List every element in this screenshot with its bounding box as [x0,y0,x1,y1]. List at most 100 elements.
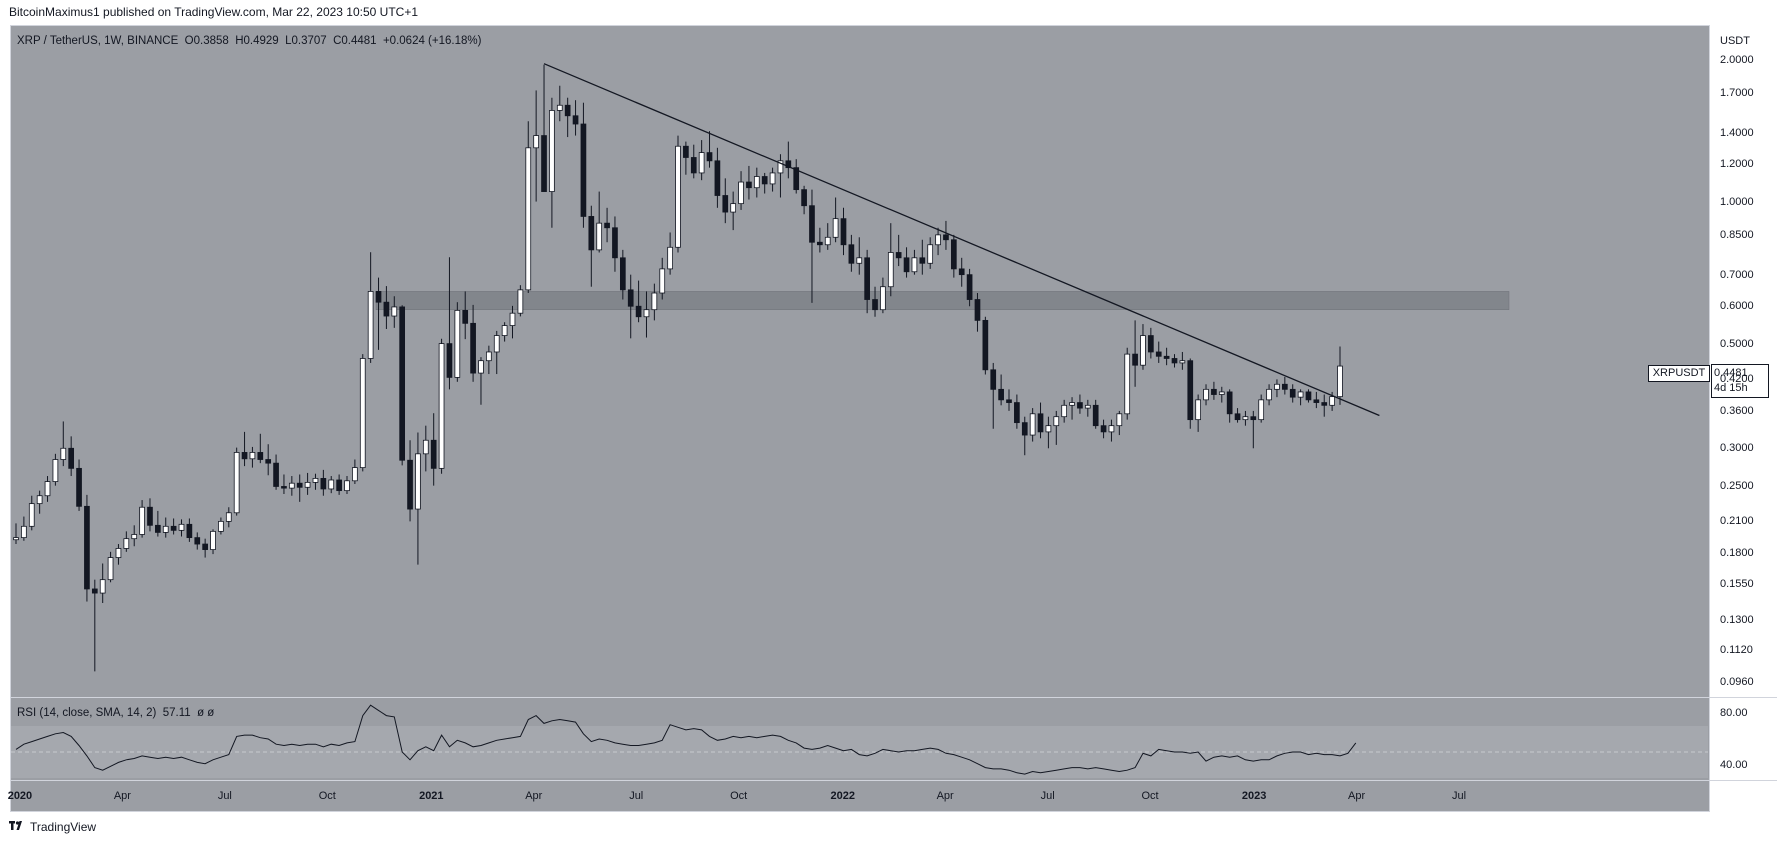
candle [722,195,729,213]
candle [218,520,224,532]
candle [596,222,603,251]
time-tick: Oct [318,790,336,802]
pane-separator[interactable] [10,697,1777,698]
candle [257,452,264,460]
candle [21,525,27,539]
candle [1234,413,1241,421]
candle [848,244,855,264]
symbol-name: XRP / TetherUS, 1W, BINANCE [17,35,179,47]
price-tick: 0.7000 [1720,268,1754,281]
price-tick: 1.7000 [1720,86,1754,99]
time-tick: Apr [113,790,131,802]
candle [832,218,839,238]
price-tick: 0.2500 [1720,479,1754,492]
candle [60,447,67,460]
candle [549,110,555,192]
candle [604,222,610,229]
candle [1061,404,1068,418]
candle [1179,360,1186,364]
candle [651,292,658,311]
candle [99,579,106,594]
price-tick: 0.8500 [1720,228,1754,241]
time-tick: Apr [936,790,954,802]
candle [186,523,193,539]
candle [233,452,240,514]
candle [312,477,319,483]
candle [91,588,98,594]
candle [659,268,666,294]
candle [1313,399,1320,403]
candle [746,181,752,189]
candle [123,538,130,549]
price-tick: 0.3000 [1720,442,1754,455]
candle [155,524,161,533]
candle [903,257,910,273]
candle [76,467,82,507]
last-price-value: 0.4481 [1714,367,1748,379]
candle [162,525,169,533]
time-tick: Jul [1040,790,1055,802]
candle [52,459,59,482]
price-tick: 0.0960 [1720,675,1754,688]
price-tick: 0.2100 [1720,515,1754,528]
resistance-zone [375,291,1510,310]
time-axis-separator [10,780,1777,781]
candle [1021,422,1028,436]
tradingview-brand: TradingView [30,820,97,834]
candle [44,481,51,497]
candle [935,234,941,246]
price-tick: 1.4000 [1720,126,1754,139]
candle [1045,425,1052,433]
candle [974,299,981,321]
price-tick: 0.3600 [1720,404,1754,417]
candle [115,548,122,558]
rsi-tick: 80.00 [1720,707,1748,719]
symbol-legend[interactable]: XRP / TetherUS, 1W, BINANCE O0.3858 H0.4… [17,35,481,47]
rsi-legend[interactable]: RSI (14, close, SMA, 14, 2) 57.11 ø ø [17,707,214,719]
candle [462,309,469,324]
time-tick: Oct [730,790,748,802]
candle [541,135,547,192]
rsi-tick: 40.00 [1720,759,1748,771]
candle [730,203,737,213]
candle [1195,399,1201,421]
candle [328,479,335,490]
time-tick: Oct [1141,790,1159,802]
candle [864,257,870,300]
candle [178,523,185,531]
last-price-label: 0.4481 4d 15h [1711,364,1769,398]
candle [367,291,374,359]
candle [1053,416,1060,427]
candle [1305,391,1312,401]
rsi-line [15,704,1357,775]
candle [738,181,744,205]
candle [1171,358,1178,364]
candle [1077,402,1083,409]
ticker-tag: XRPUSDT [1648,365,1710,382]
candle [36,495,43,505]
candle [643,309,650,318]
tradingview-logo[interactable]: TradingView [9,820,96,834]
candle [1029,413,1036,436]
time-tick: 2020 [7,790,33,802]
price-axis[interactable] [1710,25,1777,810]
candle [438,343,445,469]
chart-pane[interactable] [10,25,1710,812]
candle [131,534,138,540]
candle [1329,396,1335,406]
candle [872,299,878,311]
time-tick: 2021 [419,790,444,802]
candle [840,218,847,246]
candle [430,439,437,469]
candle [958,268,965,276]
rsi-label: RSI (14, close, SMA, 14, 2) [17,707,157,719]
candle [1108,425,1115,433]
candle [1187,360,1194,421]
time-tick: Apr [1347,790,1366,802]
candle [454,309,461,378]
price-tick: 0.6000 [1720,300,1754,313]
candle [336,479,342,492]
bar-countdown: 4d 15h [1714,382,1748,394]
candle [1321,402,1328,406]
candle [320,477,327,490]
